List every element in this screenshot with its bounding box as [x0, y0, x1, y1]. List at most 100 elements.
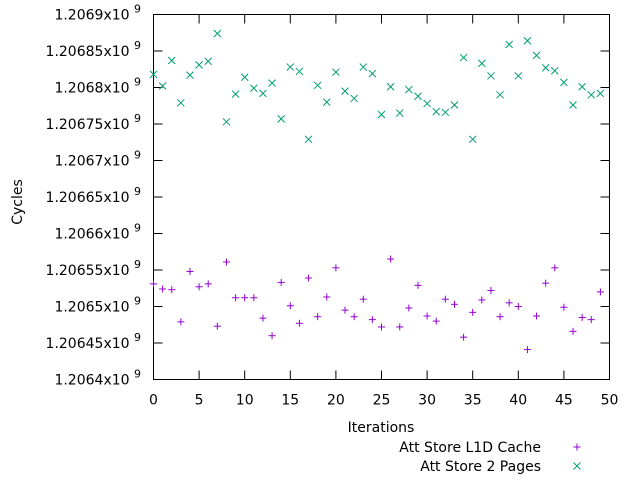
data-point: [377, 110, 386, 119]
series-1: [150, 255, 604, 354]
data-point: [468, 135, 477, 144]
x-axis-title: Iterations: [348, 420, 415, 436]
data-point: [195, 283, 203, 291]
data-point: [578, 82, 586, 91]
data-point: [277, 115, 286, 123]
data-point: [204, 57, 213, 66]
y-tick-exponent: 9: [134, 76, 141, 89]
data-point: [332, 68, 340, 77]
data-point: [569, 101, 577, 109]
y-tick-label: 1.20685x10 9: [46, 39, 141, 60]
data-point: [314, 313, 322, 321]
y-tick-label: 1.2069x10 9: [54, 3, 141, 24]
x-tick-label: 20: [327, 393, 345, 409]
data-point: [323, 293, 331, 301]
series-2: [149, 29, 605, 144]
y-tick-exponent: 9: [134, 331, 141, 344]
y-tick-label: 1.2068x10 9: [54, 76, 141, 97]
x-tick-label: 45: [555, 393, 573, 409]
data-point: [259, 89, 267, 98]
data-point: [277, 278, 285, 286]
data-point: [523, 36, 532, 45]
data-point: [286, 302, 294, 310]
y-tick-label: 1.2066x10 9: [54, 222, 141, 243]
data-point: [305, 274, 313, 282]
data-point: [259, 314, 267, 322]
data-point: [469, 308, 477, 316]
data-point: [359, 295, 367, 303]
data-point: [460, 333, 468, 341]
y-tick-label: 1.20675x10 9: [46, 112, 141, 133]
y-tick-label: 1.20645x10 9: [46, 331, 141, 352]
data-point: [231, 90, 240, 98]
data-point: [514, 71, 523, 80]
data-point: [295, 67, 304, 76]
data-point: [496, 313, 504, 321]
data-point: [286, 63, 295, 71]
data-point: [204, 280, 212, 288]
data-point: [150, 280, 157, 288]
x-tick-label: 40: [509, 393, 527, 409]
y-tick-label: 1.2067x10 9: [54, 149, 141, 170]
data-point: [505, 40, 514, 49]
data-point: [450, 300, 458, 308]
legend-marker: [573, 462, 581, 470]
legend-label: Att Store 2 Pages: [420, 459, 541, 475]
data-point: [395, 109, 404, 117]
data-point: [240, 73, 249, 82]
data-point: [149, 70, 158, 79]
data-point: [441, 295, 449, 303]
data-point: [250, 294, 258, 302]
data-point: [496, 90, 504, 99]
y-tick-exponent: 9: [134, 3, 141, 16]
data-point: [268, 79, 276, 87]
data-point: [541, 63, 550, 72]
x-tick-label: 35: [464, 393, 482, 409]
data-point: [322, 98, 331, 106]
y-tick-label: 1.20655x10 9: [46, 258, 141, 279]
data-point: [459, 53, 468, 62]
x-tick-label: 0: [149, 393, 158, 409]
data-point: [232, 294, 240, 302]
x-tick-label: 15: [281, 393, 299, 409]
data-point: [241, 294, 249, 302]
data-point: [405, 85, 413, 94]
data-point: [587, 316, 595, 324]
legend-marker: [573, 443, 581, 451]
y-tick-exponent: 9: [134, 149, 141, 162]
y-axis: 1.2064x10 9 1.20645x10 9 1.2065x10 9 1.2065…: [46, 3, 610, 389]
data-point: [587, 90, 596, 99]
data-point: [432, 317, 440, 325]
y-tick-label: 1.2065x10 9: [54, 295, 141, 316]
data-point: [550, 66, 559, 75]
data-point: [213, 322, 221, 330]
x-tick-label: 10: [236, 393, 254, 409]
y-tick-exponent: 9: [134, 39, 141, 52]
data-point: [596, 89, 605, 98]
data-point: [359, 63, 368, 71]
y-tick-label: 1.2064x10 9: [54, 368, 141, 389]
legend: Att Store L1D Cache Att Store 2 Pages: [399, 440, 581, 475]
y-tick-exponent: 9: [134, 295, 141, 308]
data-point: [168, 286, 176, 294]
y-tick-label: 1.20665x10 9: [46, 185, 141, 206]
data-point: [177, 98, 185, 107]
data-point: [523, 346, 531, 354]
data-point: [514, 303, 522, 310]
data-point: [578, 313, 586, 321]
y-tick-exponent: 9: [134, 368, 141, 381]
data-point: [332, 264, 340, 272]
data-point: [596, 288, 604, 296]
data-point: [396, 323, 404, 331]
y-tick-exponent: 9: [134, 112, 141, 125]
data-point: [569, 327, 577, 335]
data-point: [378, 323, 385, 331]
data-point: [423, 312, 431, 320]
data-point: [186, 267, 194, 275]
x-axis: 0 5 10 15 20 25 30 35 40 45 50: [149, 14, 618, 409]
y-tick-exponent: 9: [134, 258, 141, 271]
y-axis-title: Cycles: [10, 179, 26, 225]
data-point: [478, 296, 486, 304]
data-point: [477, 59, 486, 68]
y-tick-exponent: 9: [134, 185, 141, 198]
